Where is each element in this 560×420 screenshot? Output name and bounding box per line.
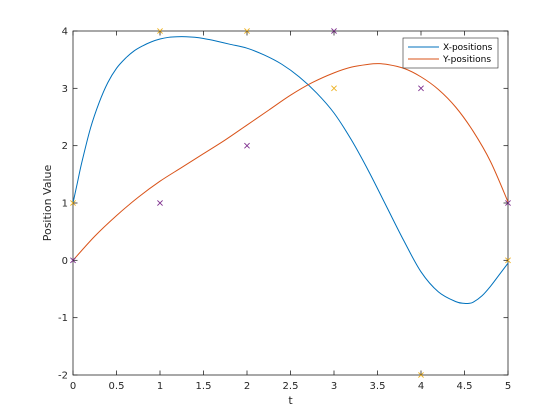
x-tick-label: 0: [70, 381, 76, 392]
x-tick-label: 0.5: [109, 381, 125, 392]
x-tick-label: 2: [244, 381, 250, 392]
series-line-2: [72, 63, 509, 261]
x-tick-label: 1.5: [196, 381, 212, 392]
axis-ticks: 0 0.5 1 1.5 2 2.5 3 3.5 4 4.5 5 -2 -1 0 1 2 3 4: [58, 27, 511, 393]
x-tick-label: 1: [157, 381, 163, 392]
series-line-1: [72, 36, 509, 305]
y-tick-label: 4: [62, 27, 68, 38]
x-tick-label: 2.5: [283, 381, 299, 392]
legend: X-positions Y-positions: [402, 37, 499, 69]
x-tick-label: 5: [505, 381, 511, 392]
legend-label-1: X-positions: [443, 43, 493, 53]
x-tick-label: 4: [418, 381, 424, 392]
marker-point-1: [157, 200, 163, 206]
marker-point-1: [244, 142, 250, 149]
y-axis-label: Position Value: [41, 165, 54, 242]
plot-area: [72, 30, 509, 376]
y-tick-label: 3: [62, 84, 68, 95]
marker-point-1: [418, 85, 424, 92]
legend-label-2: Y-positions: [442, 55, 491, 65]
y-tick-label: 1: [62, 199, 68, 210]
x-axis-label: t: [288, 394, 293, 407]
x-tick-label: 4.5: [457, 381, 473, 392]
y-tick-label: -2: [58, 371, 68, 382]
y-tick-label: 0: [62, 256, 68, 267]
marker-point-2: [331, 85, 337, 92]
x-tick-label: 3.5: [370, 381, 386, 392]
data-curves: [72, 36, 509, 305]
y-tick-label: -1: [58, 313, 68, 324]
legend-box: [402, 37, 499, 69]
y-tick-label: 2: [62, 141, 68, 152]
x-tick-label: 3: [331, 381, 337, 392]
